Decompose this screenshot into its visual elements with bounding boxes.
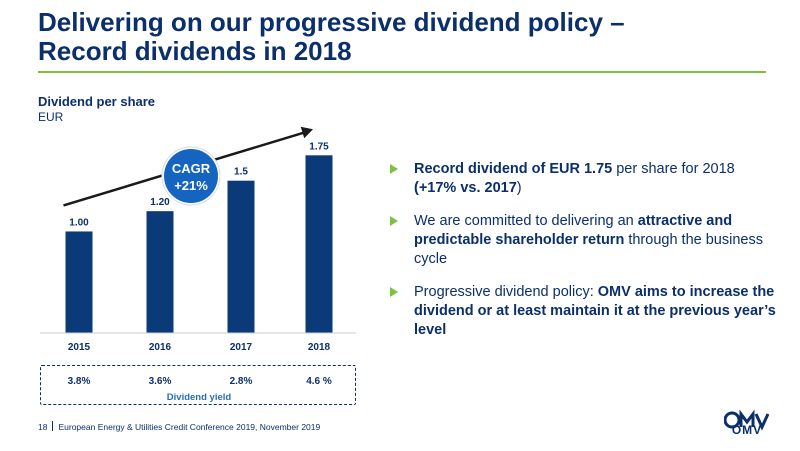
slide-title-line-2: Record dividends in 2018	[38, 36, 352, 66]
bullet-point: Record dividend of EUR 1.75 per share fo…	[390, 160, 780, 198]
bullet-point: We are committed to delivering an attrac…	[390, 212, 780, 269]
bullet-text: OMV aims to increase the dividend or at …	[414, 284, 776, 338]
bar-2018	[305, 155, 333, 333]
bullet-point: Progressive dividend policy: OMV aims to…	[390, 283, 780, 340]
omv-logo-text: OMV	[731, 423, 763, 437]
data-label-2017: 1.5	[234, 167, 248, 178]
bullet-triangle-icon	[390, 287, 398, 297]
x-tick-label-2017: 2017	[230, 342, 253, 353]
bullet-triangle-icon	[390, 164, 398, 174]
bullet-text: )	[516, 180, 522, 196]
bullet-text: through the business cycle	[414, 232, 763, 267]
dividend-yield-value-2015: 3.8%	[68, 376, 91, 387]
dividend-yield-value-2018: 4.6 %	[306, 376, 332, 387]
bullet-text: (+17% vs. 2017	[414, 180, 517, 196]
cagr-value: +21%	[174, 178, 208, 193]
footer: 18 European Energy & Utilities Credit Con…	[38, 421, 320, 432]
bullet-text: Record dividend of EUR 1.75	[414, 161, 613, 177]
key-points-list: Record dividend of EUR 1.75 per share fo…	[390, 160, 780, 354]
footer-text: European Energy & Utilities Credit Confe…	[58, 422, 321, 432]
cagr-badge	[164, 149, 218, 203]
footer-separator	[52, 421, 54, 431]
data-label-2015: 1.00	[69, 217, 89, 228]
x-tick-label-2016: 2016	[149, 342, 172, 353]
data-label-2018: 1.75	[309, 141, 329, 152]
trend-arrow-head-icon	[300, 126, 313, 139]
dividend-yield-value-2016: 3.6%	[149, 376, 172, 387]
bullet-triangle-icon	[390, 216, 398, 226]
bullet-text: attractive and predictable shareholder r…	[414, 213, 733, 248]
dividend-yield-value-2017: 2.8%	[230, 376, 253, 387]
slide-title-line-1: Delivering on our progressive dividend p…	[38, 7, 625, 37]
bar-2015	[65, 231, 93, 333]
x-tick-label-2018: 2018	[308, 342, 331, 353]
slide-title: Delivering on our progressive dividend p…	[38, 8, 778, 66]
chart-unit: EUR	[38, 110, 64, 124]
chart-title: Dividend per share	[38, 94, 156, 109]
cagr-label: CAGR	[172, 161, 211, 176]
dividend-yield-box: Dividend yield	[40, 365, 356, 405]
bullet-text: We are committed to delivering an	[414, 213, 638, 229]
data-label-2016: 1.20	[150, 197, 170, 208]
page-number: 18	[38, 422, 48, 432]
bar-2016	[146, 211, 174, 333]
omv-logo-icon	[724, 409, 770, 431]
dividend-yield-label: Dividend yield	[166, 392, 232, 403]
x-tick-label-2015: 2015	[68, 342, 91, 353]
bullet-text: Progressive dividend policy:	[414, 284, 598, 300]
title-divider	[38, 71, 766, 73]
bar-2017	[227, 180, 255, 333]
bullet-text: per share for 2018	[612, 161, 735, 177]
